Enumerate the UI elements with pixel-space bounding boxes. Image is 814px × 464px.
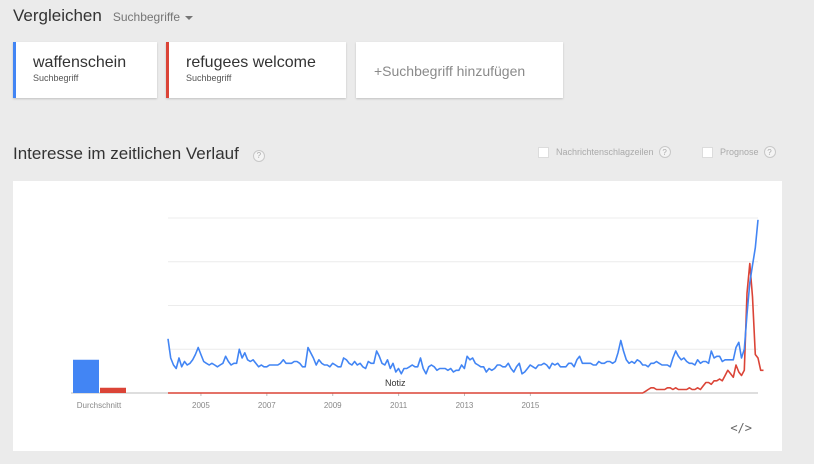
series-line-refugees-welcome xyxy=(168,262,764,394)
interest-over-time-chart: 2005 2007 2009 2011 2013 2015 Durchschnitt Noti… xyxy=(71,217,764,410)
term-card-waffenschein[interactable]: waffenschein Suchbegriff xyxy=(13,42,157,98)
term-name: waffenschein xyxy=(33,54,127,71)
x-tick-label: 2007 xyxy=(258,401,276,410)
forecast-checkbox-label: Prognose xyxy=(720,147,759,157)
help-icon[interactable]: ? xyxy=(252,149,265,162)
chart-annotation: Notiz xyxy=(385,378,406,388)
mode-dropdown[interactable]: Suchbegriffe xyxy=(112,10,194,24)
mode-dropdown-label: Suchbegriffe xyxy=(112,10,181,24)
series-line-waffenschein xyxy=(167,219,759,375)
help-icon[interactable]: ? xyxy=(658,146,671,158)
chevron-down-icon xyxy=(185,15,194,20)
average-label: Durchschnitt xyxy=(77,401,122,410)
average-bar xyxy=(73,359,99,393)
x-tick-label: 2015 xyxy=(521,401,539,410)
news-headlines-option[interactable]: Nachrichtenschlagzeilen ? xyxy=(538,146,671,158)
news-checkbox-label: Nachrichtenschlagzeilen xyxy=(556,147,654,157)
average-bar xyxy=(100,387,126,393)
section-title-text: Interesse im zeitlichen Verlauf xyxy=(13,144,239,163)
term-type: Suchbegriff xyxy=(186,73,232,83)
term-name: refugees welcome xyxy=(186,54,316,71)
term-type: Suchbegriff xyxy=(33,73,79,83)
page-title: Vergleichen xyxy=(13,6,102,25)
x-tick-label: 2009 xyxy=(324,401,342,410)
news-checkbox[interactable] xyxy=(538,146,549,158)
add-term-button[interactable]: +Suchbegriff hinzufügen xyxy=(356,42,563,98)
forecast-checkbox[interactable] xyxy=(702,146,713,158)
x-tick-label: 2011 xyxy=(390,401,408,410)
forecast-option[interactable]: Prognose ? xyxy=(702,146,776,158)
chart-panel: 2005 2007 2009 2011 2013 2015 Durchschnitt Noti… xyxy=(13,181,782,451)
section-title: Interesse im zeitlichen Verlauf ? xyxy=(13,144,265,164)
help-icon[interactable]: ? xyxy=(763,146,776,158)
term-card-refugees-welcome[interactable]: refugees welcome Suchbegriff xyxy=(166,42,346,98)
compare-header: Vergleichen Suchbegriffe xyxy=(13,6,194,26)
x-tick-label: 2005 xyxy=(192,401,210,410)
embed-code-icon[interactable]: </> xyxy=(730,421,752,435)
x-tick-label: 2013 xyxy=(456,401,474,410)
